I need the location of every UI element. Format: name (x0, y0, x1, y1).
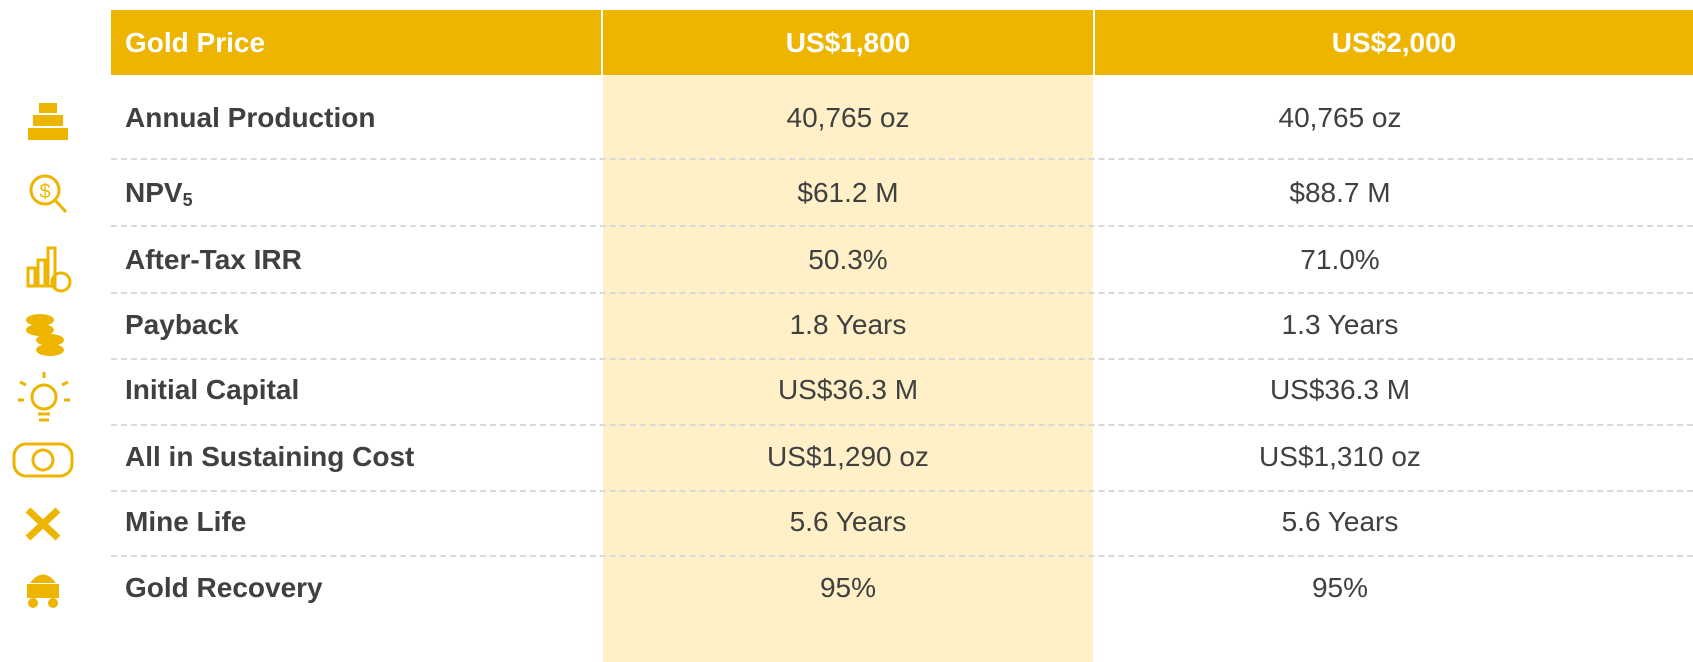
value-cell: 95% (819, 572, 877, 603)
value-cell: US$1,290 oz (767, 441, 929, 472)
highlight-column (603, 75, 1093, 662)
coins-icon (26, 314, 64, 356)
row-separator (111, 424, 1693, 426)
label-text: NPV (125, 177, 183, 208)
value-cell: $61.2 M (797, 177, 899, 208)
row-separator (111, 358, 1693, 360)
header-cell: Gold Price (111, 10, 601, 75)
row-label: After-Tax IRR (125, 240, 302, 280)
row-separator (111, 158, 1693, 160)
search-dollar-icon: $ (29, 174, 68, 214)
value-cell: 5.6 Years (789, 506, 907, 537)
gold-bars-icon (28, 103, 68, 140)
label-text: Initial Capital (125, 374, 300, 405)
header-cell: US$1,800 (603, 10, 1093, 75)
header-cell: US$2,000 (1095, 10, 1693, 75)
banknote-icon (12, 442, 74, 478)
row-label: Initial Capital (125, 370, 299, 410)
label-text: Payback (125, 309, 239, 340)
idea-dollar-icon (18, 372, 70, 422)
label-text: All in Sustaining Cost (125, 441, 415, 472)
value-cell: US$1,310 oz (1259, 441, 1421, 472)
value-cell: 1.3 Years (1281, 309, 1399, 340)
row-separator (111, 490, 1693, 492)
icons: $ (12, 103, 74, 608)
row-label: NPV5 (125, 173, 193, 213)
label-subscript: 5 (182, 190, 193, 210)
value-cell: $88.7 M (1289, 177, 1391, 208)
row-label: Payback (125, 305, 239, 345)
row-separator (111, 225, 1693, 227)
row-separator (111, 292, 1693, 294)
value-cell: 50.3% (808, 244, 888, 275)
tools-icon (25, 507, 61, 541)
label-text: Mine Life (125, 506, 247, 537)
value-cell: 71.0% (1300, 244, 1380, 275)
row-label: Gold Recovery (125, 568, 323, 608)
row-separator (111, 555, 1693, 557)
value-cell: US$36.3 M (1269, 374, 1411, 405)
value-cell: 40,765 oz (786, 102, 910, 133)
label-text: Annual Production (125, 102, 376, 133)
mine-cart-icon (27, 574, 59, 608)
label-text: After-Tax IRR (125, 244, 302, 275)
row-label: Annual Production (125, 98, 375, 138)
value-cell: US$36.3 M (777, 374, 919, 405)
svg-text:$: $ (39, 181, 50, 203)
value-cell: 40,765 oz (1278, 102, 1402, 133)
value-cell: 5.6 Years (1281, 506, 1399, 537)
chart-icon (26, 246, 72, 293)
row-label: All in Sustaining Cost (125, 437, 414, 477)
row-label: Mine Life (125, 502, 246, 542)
value-cell: 1.8 Years (789, 309, 907, 340)
value-cell: 95% (1311, 572, 1369, 603)
label-text: Gold Recovery (125, 572, 323, 603)
